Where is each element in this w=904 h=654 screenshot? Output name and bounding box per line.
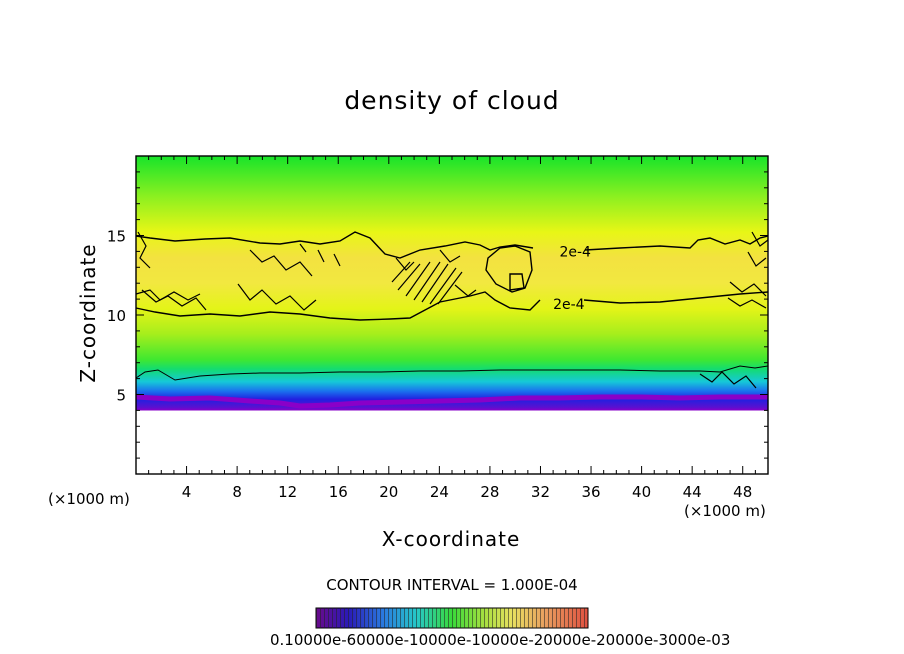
x-tick-label: 32 [531, 483, 550, 501]
noisy-contours-center [391, 249, 477, 305]
x-tick-label: 4 [182, 483, 192, 501]
cloud-base-edge [135, 394, 768, 409]
contour-2e-4-lower [135, 291, 769, 321]
x-axis-unit-left: (×1000 m) [48, 490, 130, 508]
x-tick-label: 36 [581, 483, 600, 501]
contour-loop [485, 245, 533, 293]
x-tick-label: 16 [329, 483, 348, 501]
y-tick-label: 15 [107, 228, 126, 246]
x-tick-label: 40 [632, 483, 651, 501]
contour-2e-4-upper [135, 231, 769, 259]
contour-low [135, 365, 769, 381]
x-ticks: 4 8 12 16 20 24 28 32 36 40 44 48 [135, 156, 769, 501]
x-tick-label: 8 [232, 483, 242, 501]
x-axis-unit-right: (×1000 m) [684, 502, 766, 520]
density-field [136, 156, 768, 474]
x-tick-label: 20 [379, 483, 398, 501]
y-ticks: 5 10 15 [107, 155, 768, 475]
y-tick-label: 10 [107, 307, 126, 325]
contour-label: 2e-4 [553, 297, 585, 313]
x-axis-label: X-coordinate [0, 527, 904, 551]
chart-title: density of cloud [344, 86, 560, 115]
x-axis-label-text: X-coordinate [381, 527, 521, 551]
y-tick-label: 5 [116, 387, 126, 405]
x-tick-label: 44 [683, 483, 702, 501]
colorbar-labels: 0.10000e-60000e-10000e-10000e-20000e-200… [270, 631, 731, 649]
x-tick-label: 24 [430, 483, 449, 501]
x-tick-label: 12 [278, 483, 297, 501]
contour-labels: 2e-4 2e-4 [553, 244, 591, 312]
colorbar-stripes [316, 608, 588, 628]
noisy-contours-left [135, 231, 341, 311]
x-tick-label: 28 [480, 483, 499, 501]
contour-label: 2e-4 [559, 244, 591, 260]
x-tick-label: 48 [733, 483, 752, 501]
noisy-contours-right [699, 231, 769, 389]
contour-interval-text: CONTOUR INTERVAL = 1.000E-04 [326, 576, 578, 594]
